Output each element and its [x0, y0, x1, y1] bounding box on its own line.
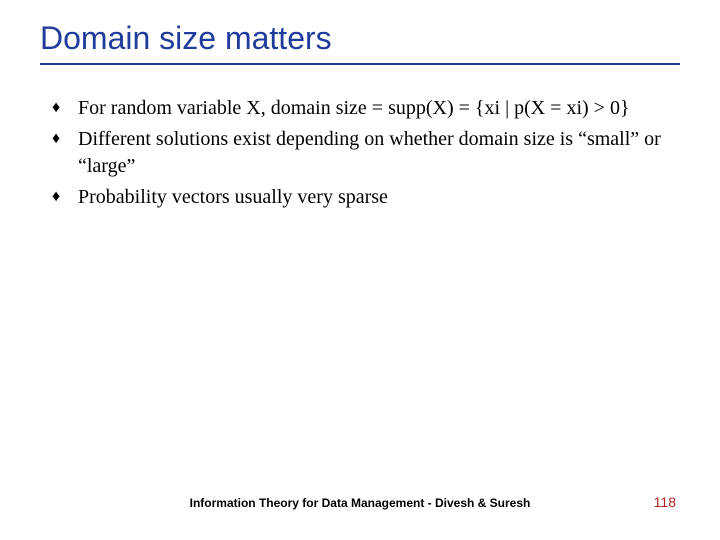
- page-number: 118: [654, 494, 676, 510]
- bullet-item: Probability vectors usually very sparse: [52, 184, 680, 211]
- bullet-list: For random variable X, domain size = sup…: [40, 95, 680, 211]
- bullet-item: Different solutions exist depending on w…: [52, 126, 680, 180]
- bullet-item: For random variable X, domain size = sup…: [52, 95, 680, 122]
- slide-container: Domain size matters For random variable …: [0, 0, 720, 540]
- footer-text: Information Theory for Data Management -…: [0, 496, 720, 510]
- slide-title: Domain size matters: [40, 20, 680, 57]
- title-underline: [40, 63, 680, 65]
